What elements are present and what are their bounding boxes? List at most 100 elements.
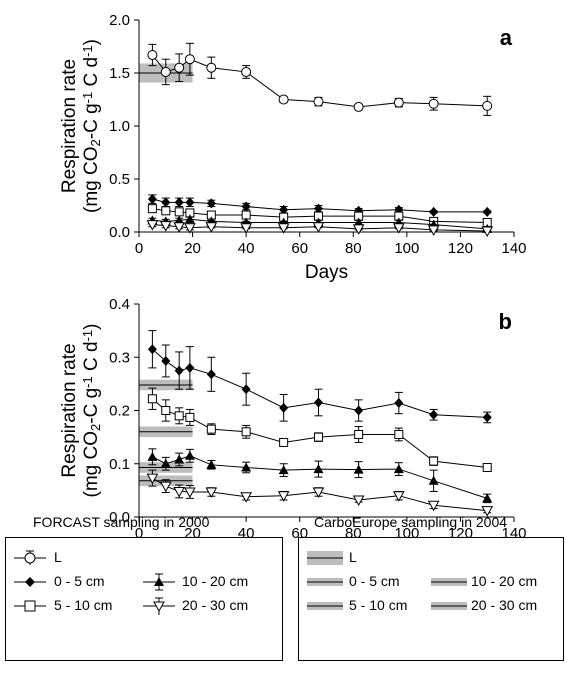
- label-part: ): [81, 39, 102, 45]
- data-point-20-30-cm: [312, 222, 325, 233]
- data-point-l: [353, 101, 364, 112]
- data-point-0-5-cm: [394, 398, 404, 409]
- legend-forcast-symbol-10-20: [143, 573, 175, 591]
- data-point-0-5-cm: [429, 206, 439, 217]
- legend-forcast-symbol-20-30: [143, 597, 175, 615]
- data-point-l: [393, 97, 404, 108]
- panel-b-y-tick-label: 0.0: [109, 509, 130, 526]
- data-point-5-10-cm: [147, 204, 157, 214]
- panel-a-x-tick-label: 120: [448, 240, 473, 257]
- subscript: 2: [88, 139, 103, 146]
- panel-a-y-tick-label: 2.0: [109, 12, 130, 29]
- data-point-10-20-cm: [353, 464, 364, 474]
- data-point-5-10-cm: [174, 411, 184, 421]
- data-point-20-30-cm: [312, 487, 325, 499]
- legend-carboeurope-symbol-l: [307, 551, 343, 565]
- data-point-20-30-cm: [352, 495, 365, 506]
- data-point-5-10-cm: [185, 412, 195, 422]
- label-part: (mg CO: [81, 146, 102, 213]
- legend-carboeurope-box: L 0 - 5 cm 5 - 10 cm 10 - 20 cm 20 - 30 …: [298, 537, 564, 661]
- legend-carboeurope-label-l: L: [349, 549, 357, 565]
- panel-a-y-tick-label: 0.0: [109, 224, 130, 241]
- data-point-0-5-cm: [174, 197, 184, 208]
- legend-carboeurope-symbol-10-20: [431, 578, 467, 586]
- legend-carboeurope-label-5-10: 5 - 10 cm: [349, 597, 408, 613]
- panel-b-y-tick-label: 0.1: [109, 456, 130, 473]
- legend-forcast-symbols: [14, 550, 175, 615]
- data-point-0-5-cm: [429, 409, 439, 420]
- data-point-5-10-cm: [279, 437, 289, 447]
- data-point-5-10-cm: [394, 429, 404, 439]
- data-point-10-20-cm: [174, 215, 185, 225]
- panel-a-x-tick-label: 100: [394, 240, 419, 257]
- legend-carboeurope-label-0-5: 0 - 5 cm: [349, 573, 400, 589]
- legend-forcast-label-10-20: 10 - 20 cm: [182, 573, 249, 589]
- panel-b-series-10-20-cm: [147, 448, 493, 504]
- data-point-0-5-cm: [313, 397, 323, 408]
- legend-forcast-label-5-10: 5 - 10 cm: [54, 597, 113, 613]
- data-point-10-20-cm: [428, 475, 439, 485]
- panel-b-y-tick-label: 0.4: [109, 296, 130, 313]
- label-part: C d: [81, 341, 102, 376]
- data-point-20-30-cm: [392, 491, 405, 502]
- legend-forcast-label-20-30: 20 - 30 cm: [182, 597, 249, 613]
- subscript: 2: [88, 424, 103, 431]
- data-point-0-5-cm: [185, 197, 195, 208]
- panel-a-x-tick-label: 0: [135, 240, 143, 257]
- data-point-20-30-cm: [481, 226, 494, 237]
- panel-a-label: a: [500, 25, 513, 50]
- legend-forcast-title: FORCAST sampling in 2000: [33, 514, 210, 530]
- panel-b-x-tick-label: 0: [135, 525, 143, 542]
- panel-b-y-axis-label: Respiration rate: [59, 343, 80, 477]
- superscript: -1: [80, 92, 95, 104]
- data-point-10-20-cm: [147, 451, 158, 461]
- label-part: -C g: [81, 103, 102, 139]
- series-line-0-5-cm: [152, 348, 488, 418]
- superscript: -1: [80, 330, 95, 342]
- data-point-20-30-cm: [277, 223, 290, 234]
- data-point-0-5-cm: [174, 365, 184, 376]
- data-point-0-5-cm: [241, 201, 251, 212]
- data-point-10-20-cm: [184, 214, 195, 224]
- data-point-0-5-cm: [313, 203, 323, 214]
- legend-carboeurope-symbol-0-5: [307, 578, 343, 586]
- data-point-l: [313, 96, 324, 107]
- legend-forcast-symbol-l: [14, 550, 46, 565]
- panel-a-series-l: [147, 42, 493, 116]
- legend-carboeurope-label-20-30: 20 - 30 cm: [471, 597, 538, 613]
- label-part: (mg CO: [81, 431, 102, 498]
- panel-b-label: b: [499, 309, 512, 334]
- data-point-l: [206, 62, 217, 73]
- data-point-20-30-cm: [277, 491, 290, 502]
- data-point-5-10-cm: [313, 432, 323, 442]
- legend-forcast-symbol-5-10: [14, 600, 46, 612]
- data-point-20-30-cm: [184, 487, 196, 499]
- panel-a-series-0-5-cm: [147, 194, 492, 217]
- legend-carboeurope-title: CarboEurope sampling in 2004: [314, 514, 508, 530]
- data-point-20-30-cm: [146, 473, 159, 485]
- panel-a-series-5-10-cm: [147, 204, 492, 227]
- data-point-10-20-cm: [278, 465, 289, 475]
- data-point-l: [278, 94, 289, 105]
- data-point-20-30-cm: [205, 222, 218, 233]
- panel-a-x-tick-label: 60: [291, 240, 308, 257]
- panel-a-x-tick-label: 140: [501, 240, 526, 257]
- data-point-0-5-cm: [354, 405, 364, 416]
- data-point-l: [428, 98, 439, 109]
- data-point-5-10-cm: [429, 456, 439, 466]
- data-point-0-5-cm: [206, 198, 216, 209]
- data-point-0-5-cm: [161, 197, 171, 208]
- data-point-10-20-cm: [206, 459, 217, 469]
- data-point-10-20-cm: [353, 217, 364, 227]
- data-point-20-30-cm: [240, 492, 252, 503]
- data-point-5-10-cm: [241, 427, 251, 437]
- panel-b-series-5-10-cm: [147, 387, 492, 472]
- superscript: -1: [80, 376, 95, 388]
- panel-b-series-20-30-cm: [146, 469, 494, 517]
- data-point-0-5-cm: [206, 369, 216, 380]
- panel-a-x-tick-label: 80: [345, 240, 362, 257]
- panel-a: 0 20 40 60 80 100 120 140 0.0 0.5 1.0 1.5 2.0 Days Res…: [59, 12, 527, 283]
- data-point-20-30-cm: [427, 500, 440, 512]
- data-point-5-10-cm: [482, 462, 492, 472]
- data-point-20-30-cm: [173, 486, 186, 498]
